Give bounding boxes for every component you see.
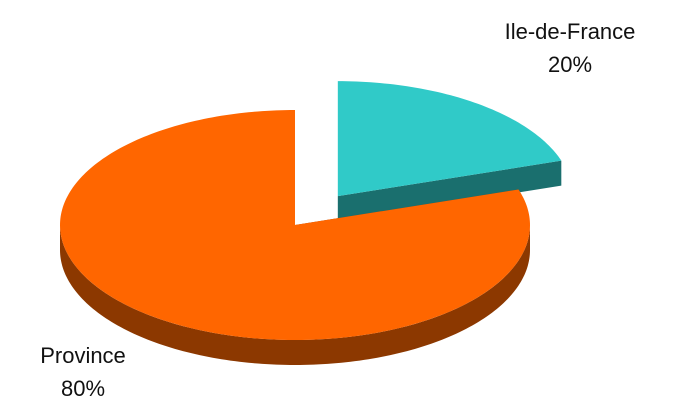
pie-rim-side [60, 225, 530, 365]
pie-slice [60, 110, 530, 340]
slice-value-label: 20% [548, 52, 592, 77]
slice-label: Ile-de-France [505, 19, 636, 44]
labels: Ile-de-France 20% Province 80% [40, 19, 635, 401]
pie-radial-side [337, 160, 562, 222]
pie-slice [337, 81, 562, 197]
slice-label: Province [40, 343, 126, 368]
pie-tops [60, 81, 562, 340]
slice-value-label: 80% [61, 376, 105, 401]
